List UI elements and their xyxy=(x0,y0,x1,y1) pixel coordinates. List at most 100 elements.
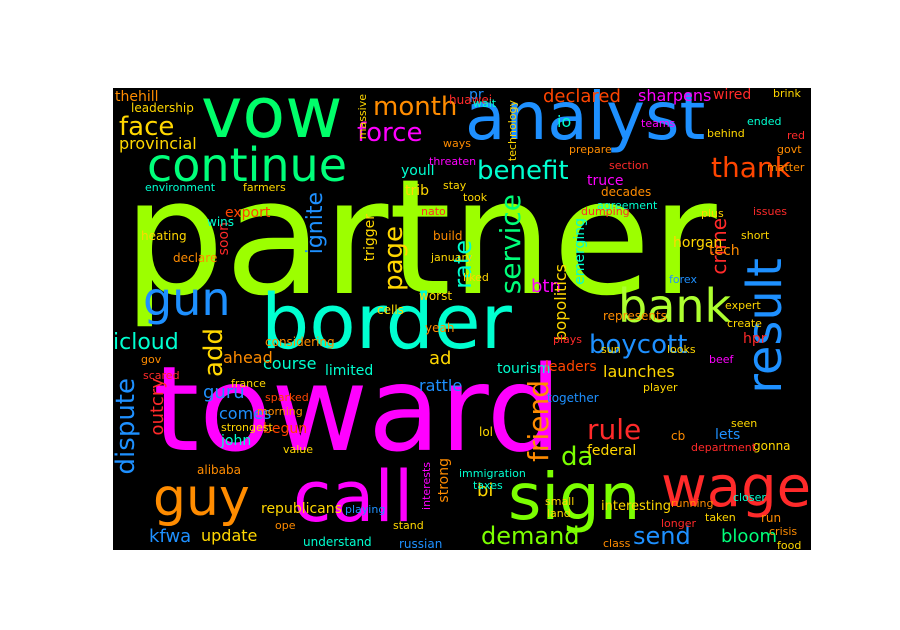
word-begun: begun xyxy=(263,421,308,437)
word-demand: demand xyxy=(481,522,580,550)
word-liked: liked xyxy=(463,271,489,284)
word-boycott: boycott xyxy=(589,330,688,360)
word-taken: taken xyxy=(705,511,736,524)
word-running: running xyxy=(671,497,714,510)
word-rattle: rattle xyxy=(419,376,463,395)
word-service: service xyxy=(494,194,527,295)
word-lets: lets xyxy=(715,427,741,443)
word-gun: gun xyxy=(143,272,231,326)
word-morning: morning xyxy=(257,405,303,418)
word-player: player xyxy=(643,381,678,394)
word-plays: plays xyxy=(553,333,583,346)
word-benefit: benefit xyxy=(477,156,569,186)
word-france: france xyxy=(231,377,266,390)
word-value: value xyxy=(283,443,314,456)
word-republicans: republicans xyxy=(261,501,342,517)
word-btn: btn xyxy=(531,276,561,297)
word-comes: comes xyxy=(219,404,272,423)
word-threaten: threaten xyxy=(429,155,477,168)
word-took: took xyxy=(463,191,488,204)
word-outcry: outcry xyxy=(147,378,168,436)
word-icloud: icloud xyxy=(113,330,179,355)
word-heating: heating xyxy=(141,229,187,243)
word-sparked: sparked xyxy=(265,391,309,404)
word-ad: ad xyxy=(429,348,452,369)
word-nato: nato xyxy=(421,205,446,218)
word-strongest: strongest xyxy=(221,421,273,434)
word-provincial: provincial xyxy=(119,134,197,153)
word-create: create xyxy=(727,317,762,330)
word-closer: closer xyxy=(733,491,766,504)
word-da: da xyxy=(561,442,594,472)
word-bopolitics: bopolitics xyxy=(551,264,570,341)
word-course: course xyxy=(263,354,317,373)
word-wait: wait xyxy=(473,97,497,110)
word-declared: declared xyxy=(543,88,621,107)
word-technology: technology xyxy=(506,100,519,162)
word-worst: worst xyxy=(419,289,453,303)
word-continue: continue xyxy=(147,138,348,192)
word-considering: considering xyxy=(265,335,335,349)
word-department: department xyxy=(691,441,757,454)
word-taxes: taxes xyxy=(473,479,503,492)
word-gonna: gonna xyxy=(753,439,791,453)
word-small: small xyxy=(545,495,575,508)
word-stand: stand xyxy=(393,519,424,532)
word-alibaba: alibaba xyxy=(197,463,241,477)
word-ways: ways xyxy=(443,137,471,150)
word-environment: environment xyxy=(145,181,216,194)
word-plus: plus xyxy=(701,207,724,220)
word-section: section xyxy=(609,159,649,172)
word-issues: issues xyxy=(753,205,787,218)
word-behind: behind xyxy=(707,127,745,140)
word-analyst: analyst xyxy=(465,88,706,155)
word-federal: federal xyxy=(587,443,637,459)
word-playing: playing xyxy=(345,503,386,516)
word-truce: truce xyxy=(587,173,624,189)
word-wage: wage xyxy=(661,455,811,520)
word-govt: govt xyxy=(777,143,802,156)
word-border: border xyxy=(261,277,512,366)
word-update: update xyxy=(201,526,258,545)
word-sharpens: sharpens xyxy=(638,88,712,105)
word-build: build xyxy=(433,229,463,243)
word-vow: vow xyxy=(201,88,343,154)
word-page: page xyxy=(379,226,409,291)
word-decades: decades xyxy=(601,185,652,199)
word-hpr: hpr xyxy=(743,331,767,347)
word-expert: expert xyxy=(725,299,761,312)
word-ended: ended xyxy=(747,115,782,128)
word-dispute: dispute xyxy=(113,378,141,475)
word-stay: stay xyxy=(443,179,467,192)
word-red: red xyxy=(787,129,806,142)
word-together: together xyxy=(547,391,599,405)
word-john: john xyxy=(221,433,252,449)
word-january: january xyxy=(431,251,473,264)
word-ignite: ignite xyxy=(303,192,328,255)
word-massive: massive xyxy=(356,94,369,140)
word-class: class xyxy=(603,537,631,550)
word-toward: toward xyxy=(153,340,562,478)
word-bank: bank xyxy=(618,279,732,333)
word-sign: sign xyxy=(508,461,641,535)
word-lol: lol xyxy=(479,425,494,439)
word-partner: partner xyxy=(123,144,717,331)
word-io: io xyxy=(557,112,572,131)
word-cb: cb xyxy=(671,429,686,443)
word-understand: understand xyxy=(303,535,372,549)
word-bloom: bloom xyxy=(721,526,777,547)
word-represents: represents xyxy=(603,309,667,323)
word-ope: ope xyxy=(275,519,296,532)
word-land: land xyxy=(547,507,571,520)
word-force: force xyxy=(357,118,423,148)
word-matter: matter xyxy=(767,161,805,174)
word-month: month xyxy=(373,92,458,122)
word-agreement: agreement xyxy=(597,199,658,212)
word-leadership: leadership xyxy=(131,101,194,115)
word-huawei: huawei xyxy=(449,93,493,107)
word-kfwa: kfwa xyxy=(149,526,192,547)
word-interesting: interesting xyxy=(601,499,671,514)
word-food: food xyxy=(777,539,802,550)
word-sun: sun xyxy=(601,343,621,356)
word-teams: teams xyxy=(641,117,676,130)
